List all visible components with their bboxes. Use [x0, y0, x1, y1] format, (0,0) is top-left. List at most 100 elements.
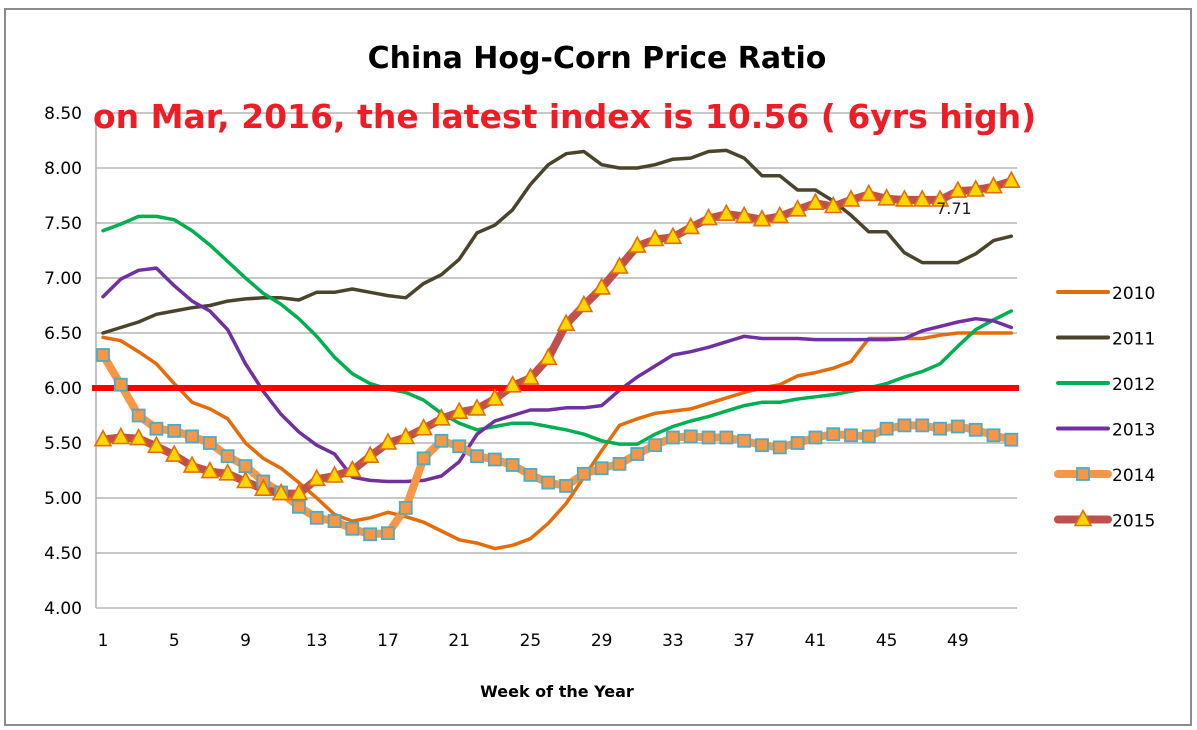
data-label: 7.71: [936, 199, 972, 218]
marker-2015: [592, 277, 612, 295]
marker-2014: [968, 422, 983, 437]
y-tick-label: 6.50: [44, 324, 82, 344]
legend-label: 2013: [1112, 421, 1155, 441]
marker-2014: [345, 521, 360, 536]
marker-2014: [666, 430, 680, 445]
legend-label: 2014: [1112, 466, 1155, 486]
marker-2015: [966, 179, 986, 197]
marker-2015: [610, 256, 629, 274]
y-tick-label: 4.50: [44, 544, 82, 564]
marker-2015: [663, 226, 683, 245]
marker-2014: [772, 440, 787, 455]
marker-2014: [523, 467, 538, 482]
marker-2015: [912, 189, 932, 207]
legend: 2010 2011 2012 2013 2014 2015: [1054, 284, 1155, 532]
marker-2015: [236, 470, 255, 489]
series-line-2011: [101, 148, 1014, 335]
marker-2014: [790, 436, 805, 450]
x-tick-label: 1: [98, 631, 109, 651]
marker-2014: [131, 408, 146, 423]
marker-2014: [238, 459, 253, 474]
series-group: [99, 148, 1016, 551]
marker-2015: [895, 189, 914, 207]
marker-2014: [594, 461, 609, 476]
marker-2015: [734, 205, 754, 224]
y-tick-label: 4.00: [44, 599, 82, 619]
marker-2014: [701, 430, 716, 445]
chart-frame: [4, 8, 1192, 726]
marker-2014: [220, 449, 235, 464]
marker-2015: [503, 375, 522, 393]
marker-2015: [930, 189, 950, 207]
legend-item: 2011: [1056, 330, 1155, 350]
y-tick-label: 5.00: [44, 489, 82, 509]
marker-2015: [485, 388, 505, 406]
marker-2015: [823, 195, 843, 214]
chart-title: China Hog-Corn Price Ratio: [368, 41, 827, 76]
marker-2015: [129, 427, 148, 446]
marker-2015: [645, 228, 665, 247]
legend-label: 2010: [1112, 284, 1155, 304]
marker-2014: [986, 428, 1001, 443]
marker-2014: [755, 438, 769, 453]
marker-2014: [167, 423, 182, 438]
marker-2015: [859, 183, 879, 202]
marker-2015: [574, 294, 594, 313]
series-line-2014: [99, 351, 1016, 539]
marker-2014: [808, 430, 823, 445]
x-tick-label: 21: [448, 631, 470, 651]
marker-2014: [879, 421, 894, 436]
marker-2015: [681, 216, 701, 235]
axes: [95, 113, 1017, 609]
marker-2015: [984, 175, 1003, 194]
marker-2014: [398, 500, 413, 515]
annotations: 7.71: [936, 199, 972, 218]
marker-2014: [96, 348, 110, 362]
marker-2014: [826, 427, 841, 442]
marker-2015: [788, 199, 807, 217]
marker-2015: [806, 192, 825, 210]
marker-2014: [327, 514, 342, 528]
x-tick-label: 9: [240, 631, 251, 651]
marker-2014: [683, 429, 698, 444]
legend-triangle-marker: [1073, 508, 1093, 527]
marker-2014: [416, 451, 431, 466]
x-tick-label: 37: [733, 631, 755, 651]
y-tick-label: 7.00: [44, 269, 82, 289]
marker-2015: [200, 460, 220, 479]
legend-item: 2014: [1054, 466, 1155, 486]
marker-2015: [627, 235, 647, 253]
marker-2014: [933, 421, 947, 436]
marker-2014: [719, 430, 734, 445]
marker-2015: [147, 435, 166, 454]
marker-2014: [470, 449, 484, 464]
marker-2015: [1001, 170, 1021, 188]
y-tick-label: 8.50: [44, 104, 82, 124]
legend-item: 2013: [1056, 421, 1155, 441]
marker-2015: [396, 426, 416, 445]
marker-2015: [271, 482, 291, 501]
marker-2014: [861, 429, 876, 444]
marker-2014: [487, 452, 502, 467]
marker-2015: [556, 313, 576, 332]
marker-2014: [630, 447, 645, 461]
x-tick-label: 17: [377, 631, 399, 651]
y-tick-label: 6.00: [44, 379, 82, 399]
marker-2015: [360, 445, 380, 464]
legend-label: 2012: [1112, 375, 1155, 395]
x-tick-label: 41: [805, 631, 827, 651]
marker-2015: [449, 401, 469, 420]
marker-2015: [164, 444, 184, 462]
marker-2015: [770, 205, 790, 224]
marker-2015: [841, 189, 861, 207]
marker-2014: [185, 429, 199, 444]
marker-2015: [93, 429, 113, 447]
marker-2015: [877, 188, 896, 206]
marker-2014: [576, 466, 591, 481]
x-tick-label: 45: [876, 631, 898, 651]
marker-2014: [844, 428, 858, 443]
y-axis-ticks: 4.00 4.50 5.00 5.50 6.00 6.50 7.00 7.50 8.00 8.50: [44, 104, 82, 619]
y-tick-label: 5.50: [44, 434, 82, 454]
x-tick-label: 49: [947, 631, 969, 651]
